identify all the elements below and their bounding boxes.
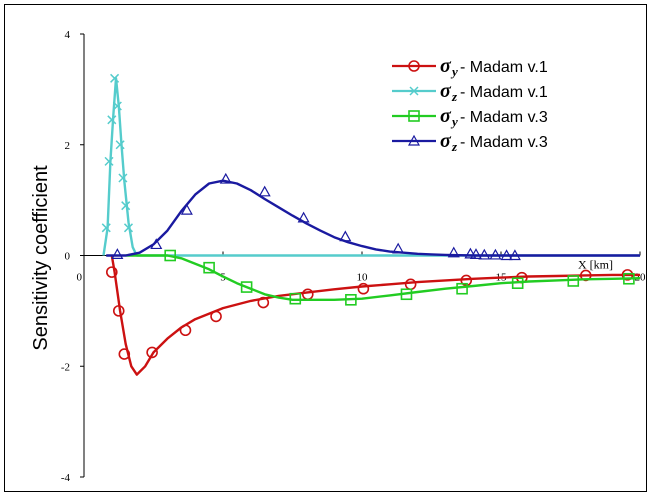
data-point-marker <box>101 223 111 233</box>
legend-subscript: y <box>450 64 458 79</box>
data-point-marker <box>112 305 125 317</box>
data-point-marker <box>203 261 215 274</box>
data-point-marker <box>219 172 232 184</box>
data-point-marker <box>460 274 473 287</box>
series-line <box>106 179 640 257</box>
legend-symbol: σ <box>440 80 452 102</box>
data-point-marker <box>621 269 634 281</box>
data-point-marker <box>456 282 468 295</box>
data-point-marker <box>392 242 405 254</box>
legend-symbol: σ <box>440 55 452 77</box>
legend-label: - Madam v.3 <box>460 109 548 126</box>
data-point-marker <box>339 230 352 242</box>
legend-marker <box>408 110 420 122</box>
legend-label: - Madam v.1 <box>460 59 548 76</box>
legend-label: - Madam v.3 <box>460 134 548 151</box>
data-point-marker <box>107 115 117 125</box>
data-point-marker <box>469 248 482 259</box>
y-tick-label: -4 <box>61 472 71 484</box>
data-point-marker <box>112 101 122 111</box>
data-point-marker <box>257 296 270 309</box>
data-point-marker <box>464 247 477 259</box>
series-line <box>102 77 640 257</box>
data-point-marker <box>180 203 193 215</box>
data-point-marker <box>357 282 370 295</box>
data-point-marker <box>623 272 635 285</box>
data-point-marker <box>110 73 120 83</box>
series-3 <box>106 172 640 261</box>
data-point-marker <box>111 248 124 259</box>
x-tick-label: 20 <box>635 272 647 284</box>
data-point-marker <box>164 249 176 262</box>
data-point-marker <box>478 248 491 260</box>
data-point-marker <box>118 173 128 183</box>
data-point-marker <box>297 211 310 223</box>
data-point-marker <box>447 246 460 258</box>
x-axis-label: X [km] <box>578 258 613 272</box>
legend-subscript: z <box>451 139 458 154</box>
x-tick-label: 0 <box>77 272 83 284</box>
data-point-marker <box>404 278 417 291</box>
data-point-marker <box>301 288 314 301</box>
legend-marker <box>409 86 419 96</box>
legend-subscript: z <box>451 89 458 104</box>
data-point-marker <box>258 185 271 197</box>
data-point-marker <box>289 292 302 305</box>
y-tick-label: 0 <box>65 251 71 263</box>
data-point-marker <box>400 288 413 301</box>
data-point-marker <box>121 201 131 211</box>
series-line <box>125 254 641 301</box>
data-point-marker <box>500 249 513 261</box>
data-point-marker <box>104 156 114 166</box>
data-point-marker <box>146 346 158 359</box>
data-point-marker <box>345 293 357 306</box>
legend-label: - Madam v.1 <box>460 84 548 101</box>
data-point-marker <box>123 223 134 233</box>
data-point-marker <box>106 266 118 278</box>
data-point-marker <box>567 275 580 287</box>
series-2 <box>125 249 641 306</box>
legend-marker <box>407 134 421 146</box>
series-layer <box>101 73 641 376</box>
legend-symbol: σ <box>440 105 452 127</box>
y-tick-label: 4 <box>65 29 71 41</box>
series-line <box>110 255 640 376</box>
data-point-marker <box>240 281 253 293</box>
data-point-marker <box>115 140 125 150</box>
x-tick-label: 10 <box>357 272 369 284</box>
series-0 <box>106 255 640 376</box>
data-point-marker <box>118 348 131 360</box>
data-point-marker <box>179 324 192 337</box>
y-tick-label: 2 <box>65 140 71 152</box>
legend-subscript: y <box>450 114 458 129</box>
series-1 <box>101 73 640 257</box>
chart-frame <box>4 4 647 492</box>
legend-marker <box>408 60 420 72</box>
data-point-marker <box>489 248 502 260</box>
y-tick-label: -2 <box>61 361 70 373</box>
data-point-marker <box>508 249 521 261</box>
legend-symbol: σ <box>440 130 452 152</box>
y-axis-label: Sensitivity coefficient <box>30 165 52 351</box>
data-point-marker <box>210 310 222 323</box>
data-point-marker <box>511 277 524 289</box>
data-point-marker <box>150 238 163 250</box>
